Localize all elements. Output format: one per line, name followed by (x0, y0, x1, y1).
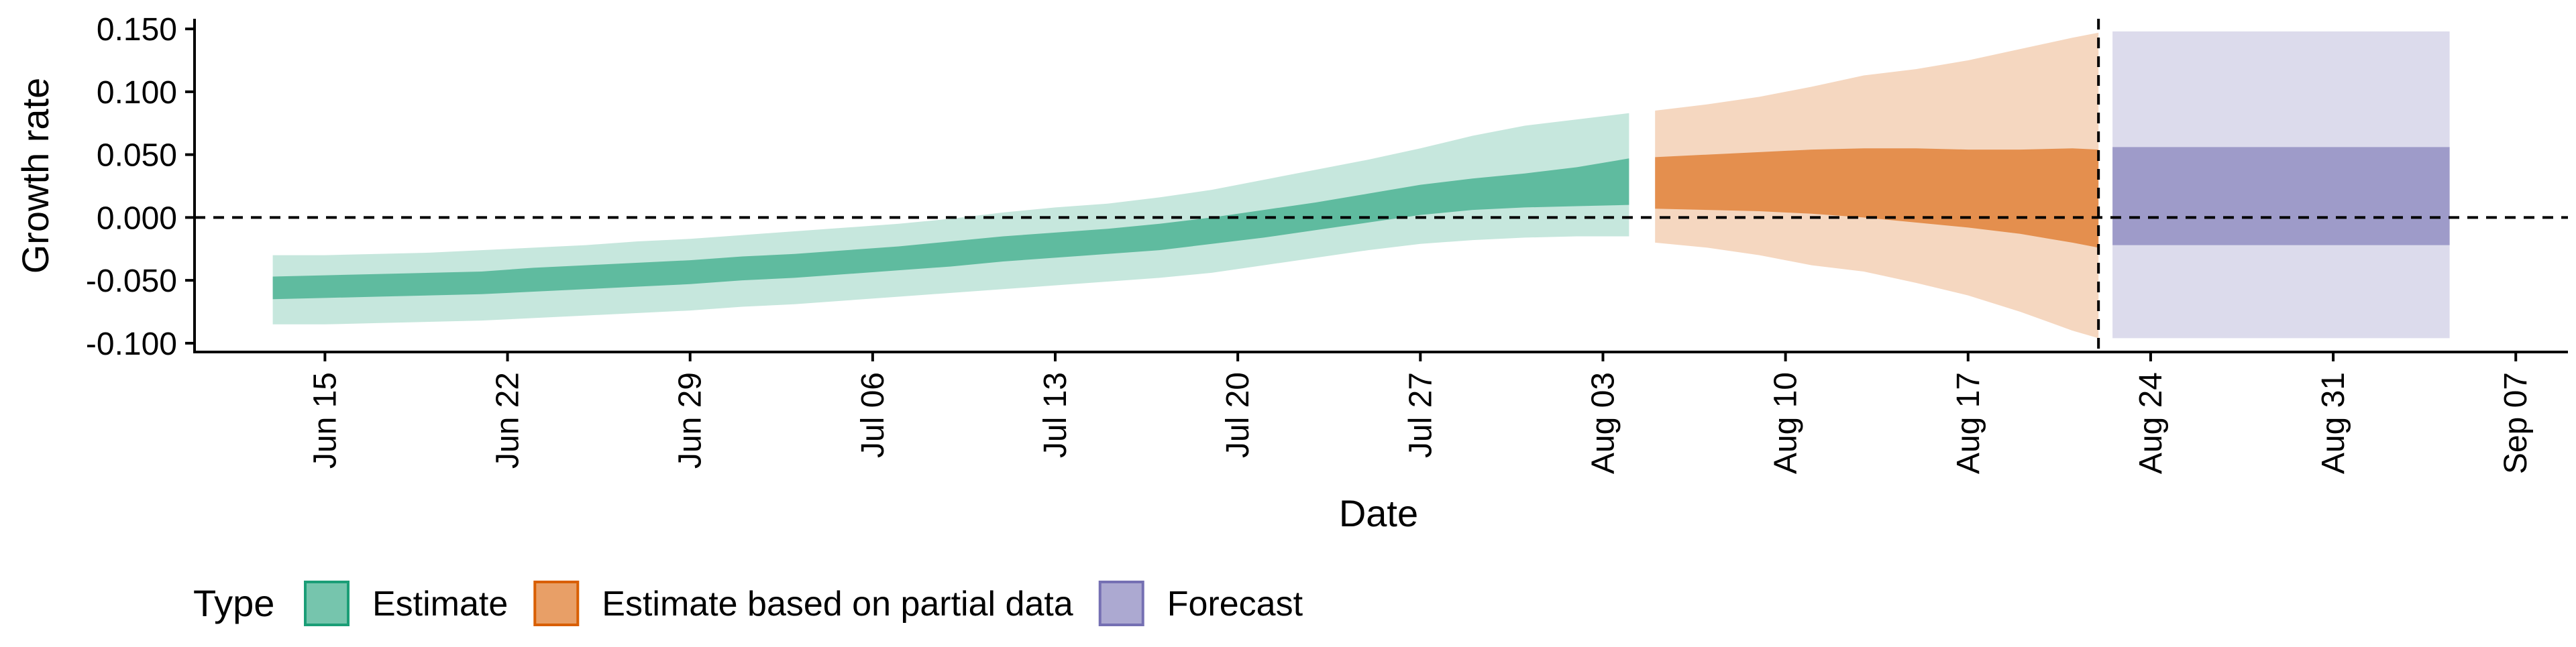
estimate-based-on-partial-data-band-50 (1655, 148, 2099, 248)
legend-label-estimate-based-on-partial-data: Estimate based on partial data (602, 585, 1073, 624)
x-tick-label: Aug 10 (1768, 372, 1804, 474)
estimate-band-50 (272, 158, 1629, 300)
y-tick-label: 0.100 (97, 75, 177, 111)
legend-title: Type (193, 582, 274, 624)
y-axis-label: Growth rate (14, 78, 56, 274)
x-axis-label: Date (1339, 492, 1418, 534)
legend-label-forecast: Forecast (1167, 585, 1303, 624)
x-tick-label: Jun 15 (307, 372, 343, 469)
axes: -0.100 -0.050 0.000 0.050 0.100 0.150 Jun 15 Ju… (86, 12, 2568, 474)
legend-swatch-estimate (304, 581, 350, 626)
x-tick-label: Sep 07 (2498, 372, 2534, 474)
legend: Estimate Estimate based on partial data Fo… (304, 581, 1303, 626)
x-tick-label: Jul 27 (1403, 372, 1438, 458)
legend-swatch-forecast (1098, 581, 1144, 626)
x-tick-label: Jul 13 (1038, 372, 1073, 458)
y-tick-label: 0.150 (97, 12, 177, 48)
y-tick-label: 0.000 (97, 200, 177, 236)
legend-label-estimate: Estimate (372, 585, 508, 624)
x-tick-label: Jun 22 (490, 372, 526, 469)
x-tick-label: Aug 17 (1951, 372, 1986, 474)
x-tick-label: Aug 03 (1586, 372, 1621, 474)
reference-lines (195, 19, 2568, 352)
y-tick-label: -0.100 (86, 327, 177, 362)
forecast-band-50 (2112, 147, 2450, 245)
legend-swatch-estimate-based-on-partial-data (533, 581, 580, 626)
x-tick-label: Aug 31 (2316, 372, 2351, 474)
x-tick-label: Jun 29 (673, 372, 708, 469)
bands-layer (272, 31, 2450, 339)
y-tick-label: 0.050 (97, 138, 177, 174)
y-tick-label: -0.050 (86, 263, 177, 299)
x-tick-label: Aug 24 (2133, 372, 2169, 474)
x-tick-label: Jul 20 (1220, 372, 1256, 458)
x-tick-label: Jul 06 (855, 372, 891, 458)
